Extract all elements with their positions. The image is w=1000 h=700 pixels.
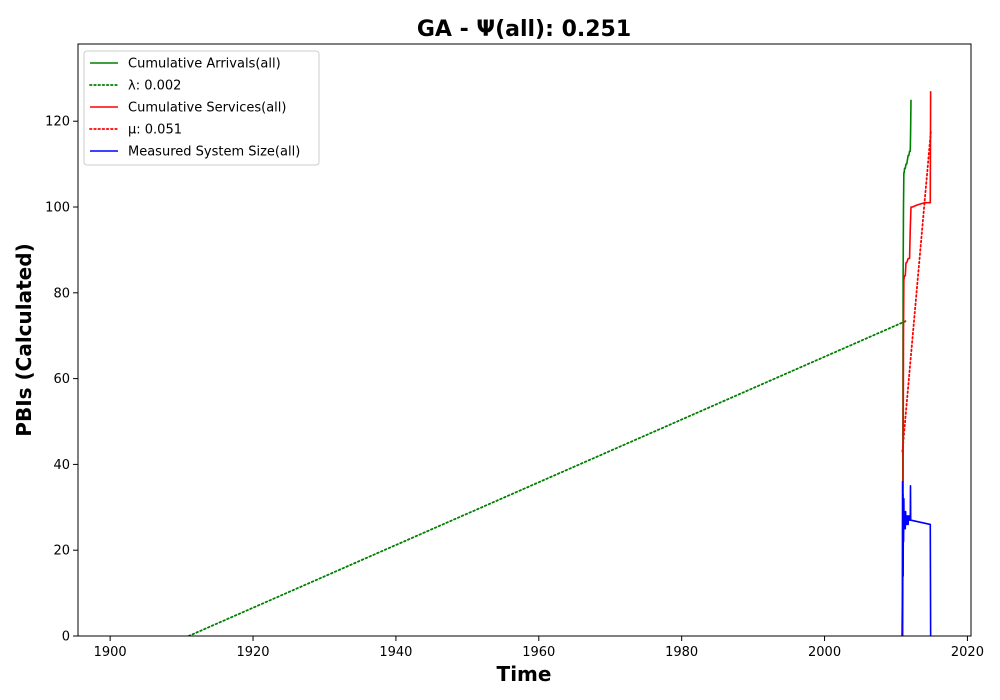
series-line-2 <box>187 319 908 636</box>
x-tick-label: 2020 <box>951 645 984 660</box>
legend-label: μ: 0.051 <box>128 123 182 138</box>
legend-label: λ: 0.002 <box>128 79 181 94</box>
series-line-1 <box>901 99 912 636</box>
legend-label: Cumulative Services(all) <box>128 101 286 116</box>
x-tick-label: 1940 <box>379 645 412 660</box>
plot-area <box>187 91 932 636</box>
y-axis-label: PBIs (Calculated) <box>12 243 36 436</box>
y-tick-label: 100 <box>45 201 70 216</box>
y-tick-label: 60 <box>53 372 70 387</box>
series-line-3 <box>901 91 932 636</box>
plot-frame <box>77 43 972 637</box>
legend-label: Measured System Size(all) <box>128 145 300 160</box>
x-tick-label: 1980 <box>665 645 698 660</box>
x-axis-label: Time <box>497 662 552 686</box>
x-tick-label: 2000 <box>808 645 841 660</box>
x-tick-label: 1960 <box>522 645 555 660</box>
chart-title: GA - Ψ(all): 0.251 <box>417 17 631 42</box>
x-tick-label: 1920 <box>236 645 269 660</box>
series-line-4 <box>901 128 932 453</box>
y-tick-label: 120 <box>45 115 70 130</box>
x-axis: 1900 1920 1940 1960 1980 2000 2020 <box>94 636 984 660</box>
y-tick-label: 20 <box>53 544 70 559</box>
y-tick-label: 80 <box>53 286 70 301</box>
y-tick-label: 0 <box>62 630 70 645</box>
y-tick-label: 40 <box>53 458 70 473</box>
legend: Cumulative Arrivals(all) λ: 0.002 Cumulati… <box>83 50 320 166</box>
legend-label: Cumulative Arrivals(all) <box>128 57 281 72</box>
x-tick-label: 1900 <box>94 645 127 660</box>
y-axis: 0 20 40 60 80 100 120 <box>45 115 78 645</box>
series-line-5 <box>901 480 932 636</box>
legend-box <box>83 50 320 166</box>
